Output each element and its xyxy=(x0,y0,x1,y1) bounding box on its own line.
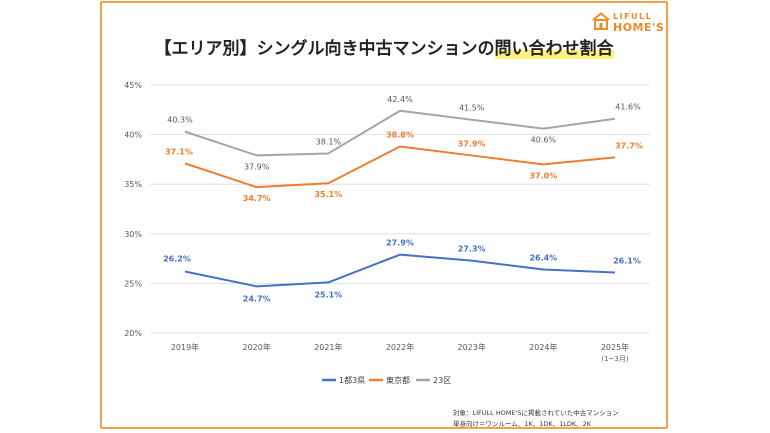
y-tick-label: 45% xyxy=(124,81,142,90)
legend-label: 23区 xyxy=(433,376,451,385)
data-label: 26.2% xyxy=(163,254,191,263)
data-label: 26.4% xyxy=(529,254,557,263)
logo-line1: LIFULL xyxy=(613,12,653,21)
source-note: 対象：LIFULL HOME'Sに掲載されていた中古マンション 単身向け＝ワンル… xyxy=(453,407,756,428)
lifull-homes-logo: LIFULL HOME'S xyxy=(591,10,665,36)
x-tick-label: 2020年 xyxy=(242,342,270,352)
source-note-line1: 対象：LIFULL HOME'Sに掲載されていた中古マンション xyxy=(453,409,619,417)
data-label: 37.7% xyxy=(615,141,643,150)
legend-label: 1都3県 xyxy=(339,376,365,385)
house-icon xyxy=(592,12,610,30)
data-label: 37.1% xyxy=(165,147,193,156)
data-label: 25.1% xyxy=(314,290,342,299)
chart-title: 【エリア別】シングル向き中古マンションの問い合わせ割合 xyxy=(102,34,666,59)
data-label: 34.7% xyxy=(243,194,271,203)
data-label: 26.1% xyxy=(613,256,641,265)
data-label: 42.4% xyxy=(387,95,413,104)
x-tick-label: 2025年 xyxy=(601,342,629,352)
data-label: 24.7% xyxy=(243,294,271,303)
y-tick-label: 30% xyxy=(124,230,142,239)
title-highlight: 問い合わせ割合 xyxy=(494,39,614,59)
legend-label: 東京都 xyxy=(386,375,410,385)
x-tick-label: 2022年 xyxy=(386,342,414,352)
y-tick-label: 20% xyxy=(124,329,142,338)
data-label: 37.0% xyxy=(529,171,557,180)
series-line-1 xyxy=(184,253,616,288)
x-tick-label: 2019年 xyxy=(171,342,199,352)
y-tick-label: 25% xyxy=(124,279,142,288)
data-label: 37.9% xyxy=(458,139,486,148)
series-line-2 xyxy=(184,145,616,189)
y-tick-label: 35% xyxy=(124,180,142,189)
data-label: 27.3% xyxy=(458,245,486,254)
data-label: 38.1% xyxy=(316,137,342,146)
logo-line2: HOME'S xyxy=(613,21,665,34)
data-label: 37.9% xyxy=(244,162,270,171)
data-label: 27.9% xyxy=(386,239,414,248)
source-note-line2: 単身向け＝ワンルーム、1K、1DK、1LDK、2K xyxy=(453,420,592,428)
x-tick-label: 2021年 xyxy=(314,342,342,352)
data-label: 41.6% xyxy=(615,103,641,112)
y-tick-label: 40% xyxy=(124,131,142,140)
data-label: 41.5% xyxy=(459,104,485,113)
data-label: 40.3% xyxy=(167,116,193,125)
title-prefix: 【エリア別】シングル向き中古マンションの xyxy=(154,39,495,59)
data-label: 40.6% xyxy=(531,136,557,145)
x-tick-label: 2024年 xyxy=(529,342,557,352)
x-tick-sublabel: (1~3月) xyxy=(601,355,629,363)
data-label: 38.8% xyxy=(386,131,414,140)
chart-card xyxy=(100,1,668,429)
series-line-3 xyxy=(184,109,616,157)
x-tick-label: 2023年 xyxy=(457,342,485,352)
data-label: 35.1% xyxy=(314,190,342,199)
